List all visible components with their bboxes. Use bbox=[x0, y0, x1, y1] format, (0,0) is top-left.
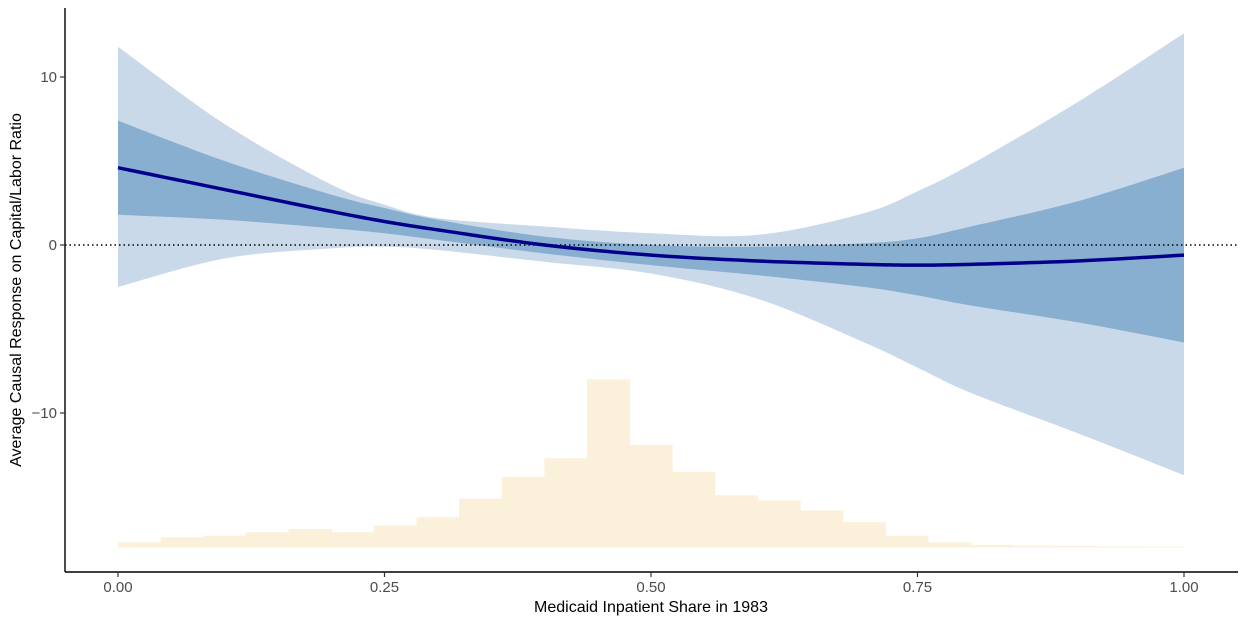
inner-confidence-band bbox=[118, 120, 1184, 343]
histogram-bar bbox=[288, 528, 332, 548]
y-tick-label: 10 bbox=[40, 69, 57, 86]
x-axis-ticks: 0.00 0.25 0.50 0.75 1.00 bbox=[103, 572, 1199, 596]
histogram-bar bbox=[672, 471, 716, 548]
y-tick-label: −10 bbox=[32, 405, 57, 422]
histogram-bar bbox=[757, 500, 801, 548]
y-axis-title: Average Causal Response on Capital/Labor… bbox=[8, 113, 25, 467]
histogram-bar bbox=[373, 525, 417, 548]
x-tick-label: 0.75 bbox=[903, 579, 932, 596]
histogram-bar bbox=[203, 535, 247, 548]
estimate-curve bbox=[117, 166, 1185, 267]
histogram-bar bbox=[1141, 546, 1185, 548]
histogram-bar bbox=[587, 379, 631, 548]
histogram-bar bbox=[501, 476, 545, 548]
histogram bbox=[118, 379, 1185, 548]
histogram-bar bbox=[714, 495, 758, 548]
x-tick-label: 0.25 bbox=[370, 579, 399, 596]
histogram-bar bbox=[1056, 546, 1100, 548]
histogram-bar bbox=[928, 542, 972, 548]
histogram-bar bbox=[245, 532, 289, 548]
histogram-bar bbox=[885, 535, 929, 548]
inner-band-area bbox=[118, 120, 1184, 343]
histogram-bar bbox=[1098, 546, 1142, 548]
y-axis-ticks: 10 0 −10 bbox=[32, 69, 65, 422]
x-tick-label: 0.50 bbox=[636, 579, 665, 596]
histogram-bar bbox=[842, 522, 886, 548]
histogram-bar bbox=[544, 458, 588, 548]
histogram-bar bbox=[118, 542, 162, 548]
histogram-bar bbox=[459, 498, 503, 548]
x-tick-label: 1.00 bbox=[1169, 579, 1198, 596]
histogram-bar bbox=[800, 510, 844, 548]
x-tick-label: 0.00 bbox=[103, 579, 132, 596]
histogram-bar bbox=[629, 444, 673, 548]
histogram-bar bbox=[1013, 545, 1057, 548]
histogram-bar bbox=[160, 537, 204, 548]
histogram-bar bbox=[331, 532, 375, 548]
estimate-line bbox=[117, 166, 1185, 267]
x-axis-title: Medicaid Inpatient Share in 1983 bbox=[534, 599, 768, 616]
histogram-bar bbox=[970, 544, 1014, 548]
histogram-bar bbox=[416, 517, 460, 548]
y-tick-label: 0 bbox=[49, 237, 57, 254]
